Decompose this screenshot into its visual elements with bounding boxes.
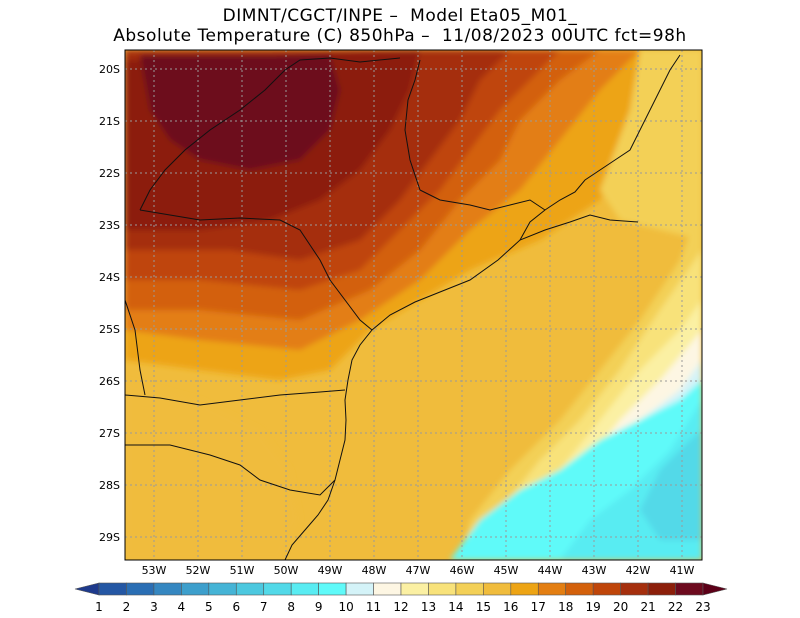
colorbar-segment bbox=[126, 582, 155, 596]
lon-label: 46W bbox=[450, 564, 475, 577]
colorbar-segment bbox=[263, 582, 292, 596]
colorbar-label: 19 bbox=[586, 600, 601, 614]
latitude-labels: 20S 21S 22S 23S 24S 25S 26S 27S 28S 29S bbox=[99, 63, 120, 544]
lon-label: 51W bbox=[230, 564, 255, 577]
colorbar-segment bbox=[537, 582, 567, 596]
colorbar-label: 3 bbox=[150, 600, 158, 614]
lon-label: 49W bbox=[318, 564, 343, 577]
border-sc-rs bbox=[125, 444, 336, 496]
lon-label: 50W bbox=[274, 564, 299, 577]
lon-label: 43W bbox=[582, 564, 607, 577]
colorbar-label: 10 bbox=[338, 600, 353, 614]
coastline bbox=[284, 214, 639, 560]
colorbar-label: 14 bbox=[448, 600, 463, 614]
colorbar-label: 6 bbox=[232, 600, 240, 614]
colorbar-label: 23 bbox=[695, 600, 710, 614]
temperature-field bbox=[125, 50, 702, 560]
border-sp-mg-north bbox=[404, 59, 421, 191]
colorbar-label: 4 bbox=[178, 600, 186, 614]
colorbar: 1 2 3 4 5 6 7 8 9 10 11 12 13 14 15 16 17 18 19 20 21 22 23 bbox=[74, 582, 728, 614]
lat-label: 21S bbox=[99, 115, 120, 128]
lon-label: 41W bbox=[670, 564, 695, 577]
colorbar-label: 9 bbox=[315, 600, 323, 614]
chart-title-line2: Absolute Temperature (C) 850hPa – 11/08/… bbox=[113, 26, 687, 46]
lon-label: 47W bbox=[406, 564, 431, 577]
colorbar-label: 11 bbox=[366, 600, 381, 614]
colorbar-label: 21 bbox=[640, 600, 655, 614]
colorbar-label: 5 bbox=[205, 600, 213, 614]
border-west bbox=[125, 299, 146, 396]
political-borders bbox=[125, 54, 681, 560]
colorbar-segment bbox=[98, 582, 127, 596]
colorbar-segment bbox=[345, 582, 374, 596]
colorbar-label: 17 bbox=[531, 600, 546, 614]
colorbar-label: 22 bbox=[668, 600, 683, 614]
lat-label: 29S bbox=[99, 531, 120, 544]
colorbar-segment bbox=[455, 582, 484, 596]
lon-label: 48W bbox=[362, 564, 387, 577]
colorbar-segment bbox=[153, 582, 182, 596]
colorbar-segment bbox=[208, 582, 237, 596]
lat-label: 24S bbox=[99, 271, 120, 284]
lat-label: 23S bbox=[99, 219, 120, 232]
lat-label: 25S bbox=[99, 323, 120, 336]
colorbar-segment bbox=[400, 582, 429, 596]
colorbar-label: 20 bbox=[613, 600, 628, 614]
colorbar-segment bbox=[235, 582, 265, 596]
longitude-labels: 53W 52W 51W 50W 49W 48W 47W 46W 45W 44W … bbox=[142, 564, 695, 577]
colorbar-segment bbox=[620, 582, 649, 596]
lon-label: 45W bbox=[494, 564, 519, 577]
colorbar-label: 18 bbox=[558, 600, 573, 614]
graticule bbox=[125, 50, 702, 560]
colorbar-segment bbox=[318, 582, 347, 596]
colorbar-segment bbox=[510, 582, 539, 596]
colorbar-label: 2 bbox=[123, 600, 131, 614]
border-pr-sc bbox=[125, 389, 346, 406]
lat-label: 26S bbox=[99, 375, 120, 388]
colorbar-label: 13 bbox=[421, 600, 436, 614]
colorbar-segment bbox=[290, 582, 319, 596]
colorbar-label: 16 bbox=[503, 600, 518, 614]
colorbar-label: 15 bbox=[476, 600, 491, 614]
lat-label: 28S bbox=[99, 479, 120, 492]
colorbar-label: 7 bbox=[260, 600, 268, 614]
map-frame bbox=[124, 49, 703, 561]
colorbar-high-extension bbox=[702, 582, 728, 596]
lon-label: 44W bbox=[538, 564, 563, 577]
colorbar-segment bbox=[483, 582, 512, 596]
border-sp-mg bbox=[419, 189, 546, 211]
colorbar-segment bbox=[428, 582, 457, 596]
colorbar-label: 8 bbox=[287, 600, 295, 614]
border-sp-pr bbox=[139, 209, 373, 331]
colorbar-label: 1 bbox=[95, 600, 103, 614]
border-ms-sp bbox=[139, 57, 401, 211]
colorbar-segment bbox=[181, 582, 210, 596]
chart-title-line1: DIMNT/CGCT/INPE – Model Eta05_M01_ bbox=[222, 6, 578, 26]
lat-label: 20S bbox=[99, 63, 120, 76]
colorbar-segment bbox=[675, 582, 704, 596]
colorbar-segment bbox=[565, 582, 594, 596]
lon-label: 42W bbox=[626, 564, 651, 577]
lat-label: 27S bbox=[99, 427, 120, 440]
colorbar-low-extension bbox=[74, 582, 100, 596]
lon-label: 52W bbox=[186, 564, 211, 577]
border-mg-rj bbox=[519, 54, 681, 241]
lon-label: 53W bbox=[142, 564, 167, 577]
colorbar-label: 12 bbox=[393, 600, 408, 614]
colorbar-segment bbox=[647, 582, 676, 596]
colorbar-segment bbox=[373, 582, 402, 596]
lat-label: 22S bbox=[99, 167, 120, 180]
colorbar-segment bbox=[592, 582, 621, 596]
